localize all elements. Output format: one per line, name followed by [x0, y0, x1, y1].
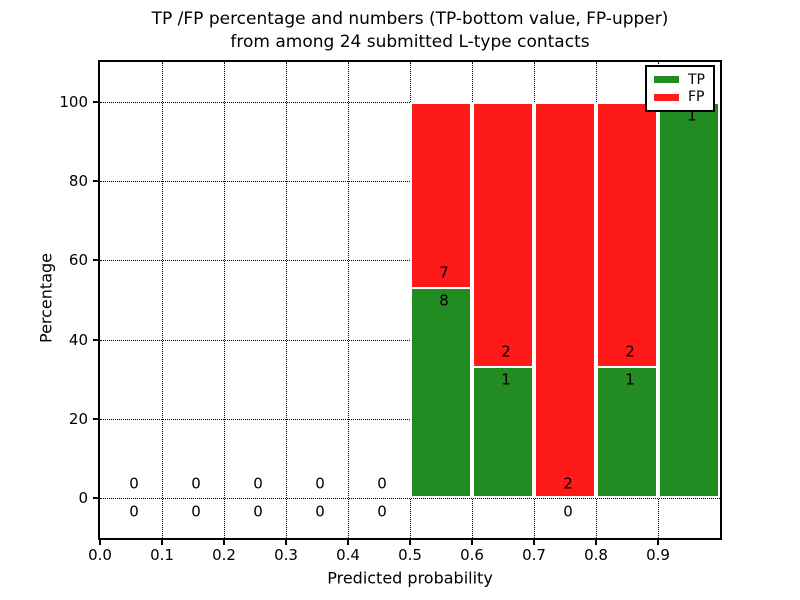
v-gridline: [224, 62, 225, 538]
tp-count-label: 8: [439, 291, 449, 310]
chart-title: TP /FP percentage and numbers (TP-bottom…: [152, 8, 669, 54]
x-tick-label: 0.0: [88, 546, 112, 564]
y-tick-label: 100: [59, 92, 88, 111]
fp-bar: [534, 101, 596, 499]
y-tick-mark: [93, 100, 98, 103]
fp-count-label: 2: [501, 342, 511, 361]
fp-count-label: 7: [439, 263, 449, 282]
legend-label-fp: FP: [688, 89, 705, 106]
fp-count-label: 2: [625, 342, 635, 361]
y-tick-mark: [93, 497, 98, 500]
tp-bar: [472, 366, 534, 499]
tp-swatch-icon: [654, 76, 679, 84]
x-tick-label: 0.4: [336, 546, 360, 564]
y-tick-label: 20: [68, 410, 88, 428]
tp-count-label: 1: [687, 106, 697, 125]
v-gridline: [162, 62, 163, 538]
legend-item-fp: FP: [654, 90, 706, 104]
x-tick-mark: [657, 540, 659, 545]
x-tick-label: 0.2: [212, 546, 236, 564]
v-gridline: [286, 62, 287, 538]
chart-title-line2: from among 24 submitted L-type contacts: [230, 31, 590, 52]
fp-count-label: 0: [377, 474, 387, 493]
x-tick-label: 0.6: [460, 546, 484, 564]
fp-count-label: 0: [129, 474, 139, 493]
tp-bar: [658, 101, 720, 499]
x-tick-label: 0.7: [522, 546, 546, 564]
x-tick-label: 0.3: [274, 546, 298, 564]
tp-bar: [410, 286, 472, 499]
x-tick-mark: [285, 540, 287, 545]
x-tick-mark: [161, 540, 163, 545]
x-tick-label: 0.5: [398, 546, 422, 564]
tp-count-label: 0: [315, 502, 325, 521]
legend: TP FP: [645, 65, 715, 112]
x-axis-label: Predicted probability: [327, 568, 493, 588]
y-tick-label: 0: [78, 489, 88, 508]
tp-count-label: 0: [253, 502, 263, 521]
fp-swatch-icon: [654, 93, 679, 101]
x-tick-mark: [533, 540, 535, 545]
v-gridline: [348, 62, 349, 538]
y-tick-mark: [93, 259, 98, 262]
tp-count-label: 0: [377, 502, 387, 521]
x-tick-label: 0.8: [584, 546, 608, 564]
chart-title-line1: TP /FP percentage and numbers (TP-bottom…: [151, 9, 669, 29]
y-tick-label: 40: [68, 330, 88, 349]
tp-count-label: 1: [625, 370, 635, 389]
legend-label-tp: TP: [688, 71, 705, 88]
y-tick-mark: [93, 338, 98, 341]
legend-item-tp: TP: [654, 73, 706, 87]
fp-count-label: 0: [191, 474, 201, 493]
y-tick-label: 80: [68, 172, 88, 190]
x-tick-mark: [223, 540, 225, 545]
tp-count-label: 1: [501, 370, 511, 389]
x-tick-mark: [471, 540, 473, 545]
x-tick-mark: [99, 540, 101, 545]
x-tick-mark: [409, 540, 411, 545]
x-tick-mark: [595, 540, 597, 545]
fp-count-label: 2: [563, 474, 573, 493]
x-tick-label: 0.9: [646, 546, 670, 564]
plot-area: 00000000007821202101: [98, 60, 722, 540]
tp-count-label: 0: [129, 502, 139, 521]
y-tick-label: 60: [68, 251, 88, 270]
fp-count-label: 0: [253, 474, 263, 493]
x-tick-label: 0.1: [150, 546, 174, 564]
y-tick-mark: [93, 418, 98, 420]
x-tick-mark: [347, 540, 349, 545]
tp-count-label: 0: [191, 502, 201, 521]
tp-bar: [596, 366, 658, 499]
fp-count-label: 0: [315, 474, 325, 493]
tp-count-label: 0: [563, 502, 573, 521]
y-tick-mark: [93, 180, 98, 182]
